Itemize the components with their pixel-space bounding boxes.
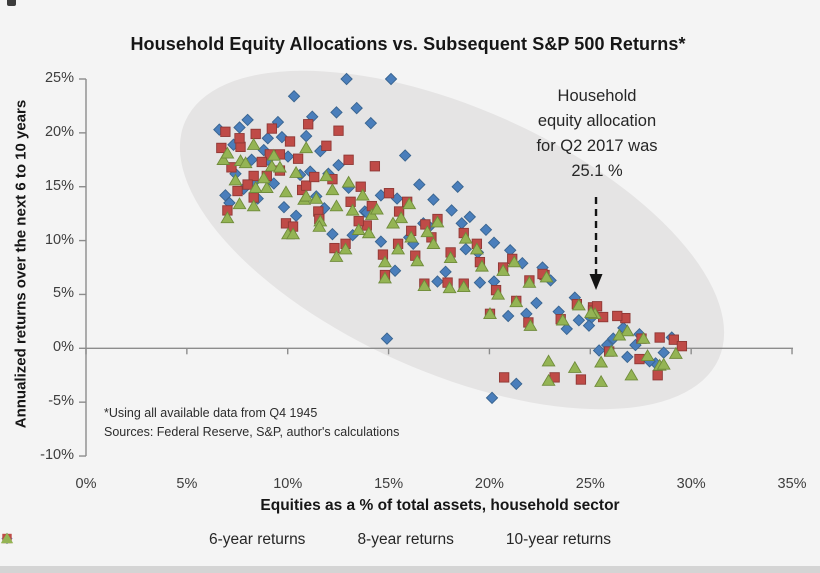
footnote-line-2: Sources: Federal Reserve, S&P, author's …	[104, 425, 400, 440]
y-tick-label: -10%	[40, 447, 74, 464]
y-tick-label: 25%	[44, 70, 74, 86]
legend-label: 6-year returns	[208, 531, 306, 548]
y-tick-label: 0%	[53, 339, 74, 356]
x-tick-label: 0%	[75, 476, 97, 492]
corner-artifact	[7, 0, 16, 6]
annotation-line: Household	[557, 87, 637, 105]
data-points	[213, 72, 688, 405]
annotation-line: for Q2 2017 was	[536, 137, 658, 156]
x-tick-label: 15%	[374, 476, 404, 492]
y-tick-label: 10%	[44, 231, 74, 248]
footnote: *Using all available data from Q4 1945 S…	[104, 404, 399, 443]
chart-title: Household Equity Allocations vs. Subsequ…	[130, 34, 686, 54]
legend-label: 10-year returns	[505, 531, 612, 548]
x-tick-label: 35%	[777, 476, 807, 492]
x-tick-label: 25%	[575, 476, 605, 492]
x-tick-label: 5%	[176, 476, 198, 492]
y-tick-label: -5%	[48, 393, 74, 410]
x-axis-title: Equities as a % of total assets, househo…	[260, 497, 620, 514]
legend-item-10-year-returns: 10-year returns	[0, 531, 612, 549]
y-tick-label: 15%	[44, 177, 74, 194]
footnote-line-1: *Using all available data from Q4 1945	[104, 406, 318, 420]
series-10-year-returns	[216, 137, 683, 387]
annotation-callout: Household equity allocation for Q2 2017 …	[494, 84, 700, 184]
x-tick-label: 20%	[474, 476, 504, 492]
annotation-line: equity allocation	[537, 112, 657, 131]
legend: 6-year returns 8-year returns 10-year retu…	[0, 531, 820, 549]
legend-item-6-year-returns: 6-year returns	[1, 531, 306, 549]
legend-label: 8-year returns	[357, 531, 454, 548]
x-tick-label: 10%	[273, 476, 303, 492]
legend-item-8-year-returns: 8-year returns	[2, 531, 454, 549]
annotation-arrow	[589, 197, 603, 290]
x-tick-label: 30%	[676, 476, 706, 492]
triangle-marker-icon	[0, 532, 14, 544]
bottom-edge-bar	[0, 566, 820, 573]
annotation-line: 25.1 %	[571, 162, 623, 181]
y-tick-label: 5%	[53, 285, 74, 302]
y-axis-title: Annualized returns over the next 6 to 10…	[12, 99, 30, 429]
y-tick-label: 20%	[44, 123, 74, 140]
